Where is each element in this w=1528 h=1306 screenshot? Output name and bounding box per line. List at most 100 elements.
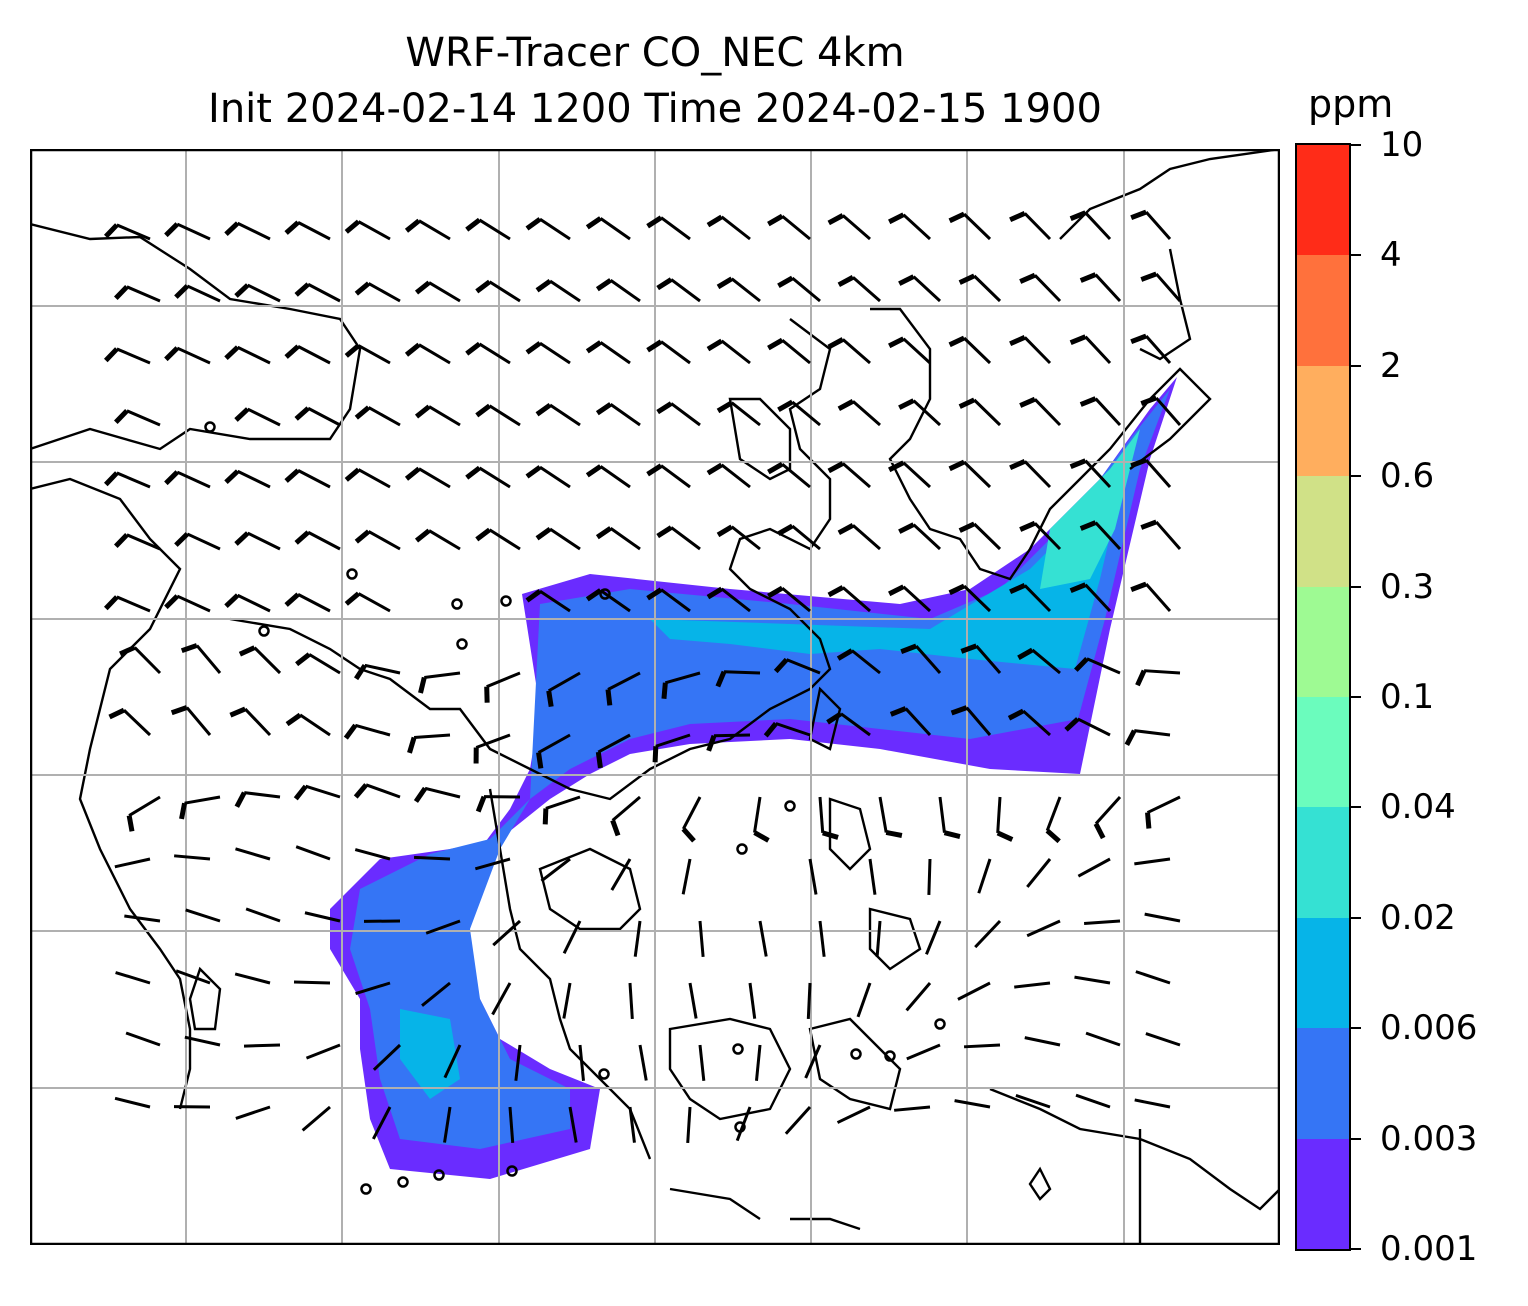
wind-barb-shaft [443,1106,452,1143]
wind-barb-shaft [1015,1094,1051,1109]
wind-barb-shaft [357,468,391,489]
wind-barb-flag [948,211,966,224]
wind-barb-shaft [904,707,932,737]
wind-barb-flag [353,663,367,681]
wind-barb-shaft [478,218,511,241]
colorbar-tick-label: 0.1 [1380,677,1435,717]
wind-barb-flag [114,533,129,549]
wind-barb-shaft [973,274,1002,303]
map-canvas [30,149,1280,1245]
wind-barb-flag [343,723,358,740]
wind-barb-flag [822,830,839,840]
wind-barb-shaft [357,344,391,365]
wind-barb-shaft [748,982,757,1019]
wind-barb-shaft [116,471,151,489]
wind-barb-shaft [875,920,882,958]
wind-barb-shaft [851,400,881,427]
wind-barb-flag [646,339,663,353]
wind-barb-shaft [938,796,946,833]
wind-barb-flag [234,407,250,422]
colorbar-tick [1351,1248,1361,1250]
colorbar-segment [1297,586,1349,697]
wind-barb-flag [767,585,784,599]
wind-barb-flag [610,819,621,837]
wind-barb-flag [413,786,428,803]
wind-barb-shaft [299,713,331,737]
wind-barb-flag [294,406,310,421]
wind-barb-shaft [354,848,391,861]
wind-barb-flag [827,461,845,474]
wind-barb-shaft [116,347,151,365]
wind-barb-flag [585,588,602,602]
wind-barb-shaft [975,644,1002,674]
wind-barb-shaft [638,1044,648,1081]
wind-barb-shaft [754,1044,762,1081]
wind-barb-shaft [730,401,761,427]
wind-barb-flag [888,460,905,473]
wind-barb-flag [475,527,492,542]
wind-barb-shaft [1146,795,1181,814]
wind-barb-flag [836,648,854,661]
wind-barb-flag [174,532,190,547]
wind-barb-shaft [293,980,331,985]
wind-barb-shaft [478,342,511,365]
colorbar-tick [1351,144,1361,146]
wind-barb-shaft [116,595,151,613]
wind-barb-shaft [723,670,761,675]
wind-barb-flag [767,461,784,475]
calm-wind-circle [884,1050,896,1062]
wind-barb-shaft [954,1099,991,1109]
wind-barb-shaft [549,527,581,551]
wind-barb-flag [475,279,492,294]
wind-barb-flag [525,217,542,231]
wind-barb-shaft [963,1043,1001,1049]
wind-barb-shaft [304,911,341,923]
wind-barb-shaft [841,338,871,365]
wind-barb-flag [293,784,308,801]
wind-barb-flag [414,280,431,295]
calm-wind-circle [397,1176,409,1188]
wind-barb-flag [646,587,663,601]
wind-barb-shaft [808,858,818,895]
wind-barb-shaft [609,526,641,551]
wind-barb-shaft [297,469,331,489]
wind-barb-flag [885,830,903,838]
colorbar-tick-label: 10 [1380,125,1424,165]
wind-barb-shaft [902,585,932,613]
wind-barb-shaft [1144,912,1181,923]
wind-barb-flag [1009,211,1026,223]
wind-barb-flag [535,402,552,417]
wind-barb-flag [344,467,361,482]
wind-barb-shaft [720,587,751,613]
wind-barb-shaft [1094,795,1122,825]
wind-barb-shaft [424,671,461,679]
wind-barb-flag [948,335,966,348]
wind-barb-flag [404,218,421,233]
wind-barb-flag [773,657,789,674]
wind-barb-shaft [549,403,581,427]
calm-wind-circle [500,595,512,607]
wind-barb-shaft [720,463,751,489]
wind-barb-flag [777,275,794,289]
wind-barb-shaft [610,858,632,891]
wind-barb-shaft [1084,583,1112,613]
wind-barb-shaft [539,217,571,241]
wind-barb-shaft [122,709,152,737]
wind-barb-shaft [186,532,221,551]
wind-barb-flag [898,522,915,534]
wind-barb-flag [900,643,918,655]
wind-barb-shaft [539,341,571,365]
wind-barb-flag [1064,717,1080,732]
wind-barb-shaft [670,278,701,303]
wind-barb-flag [1069,334,1087,346]
wind-barb-shaft [1086,657,1121,675]
wind-barb-shaft [297,345,331,365]
wind-barb-shaft [115,971,151,985]
colorbar-tick [1351,806,1361,809]
wind-barb-shaft [1155,396,1182,426]
wind-barb-flag [716,524,734,538]
wind-barb-shaft [1033,274,1062,303]
wind-barb-shaft [475,733,511,749]
colorbar-segment [1297,1028,1349,1139]
wind-barb-shaft [670,402,701,427]
